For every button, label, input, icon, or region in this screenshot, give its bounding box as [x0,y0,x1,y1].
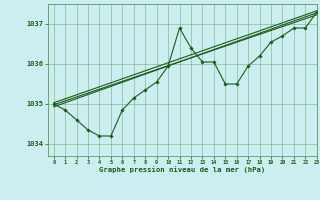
X-axis label: Graphe pression niveau de la mer (hPa): Graphe pression niveau de la mer (hPa) [99,167,266,173]
